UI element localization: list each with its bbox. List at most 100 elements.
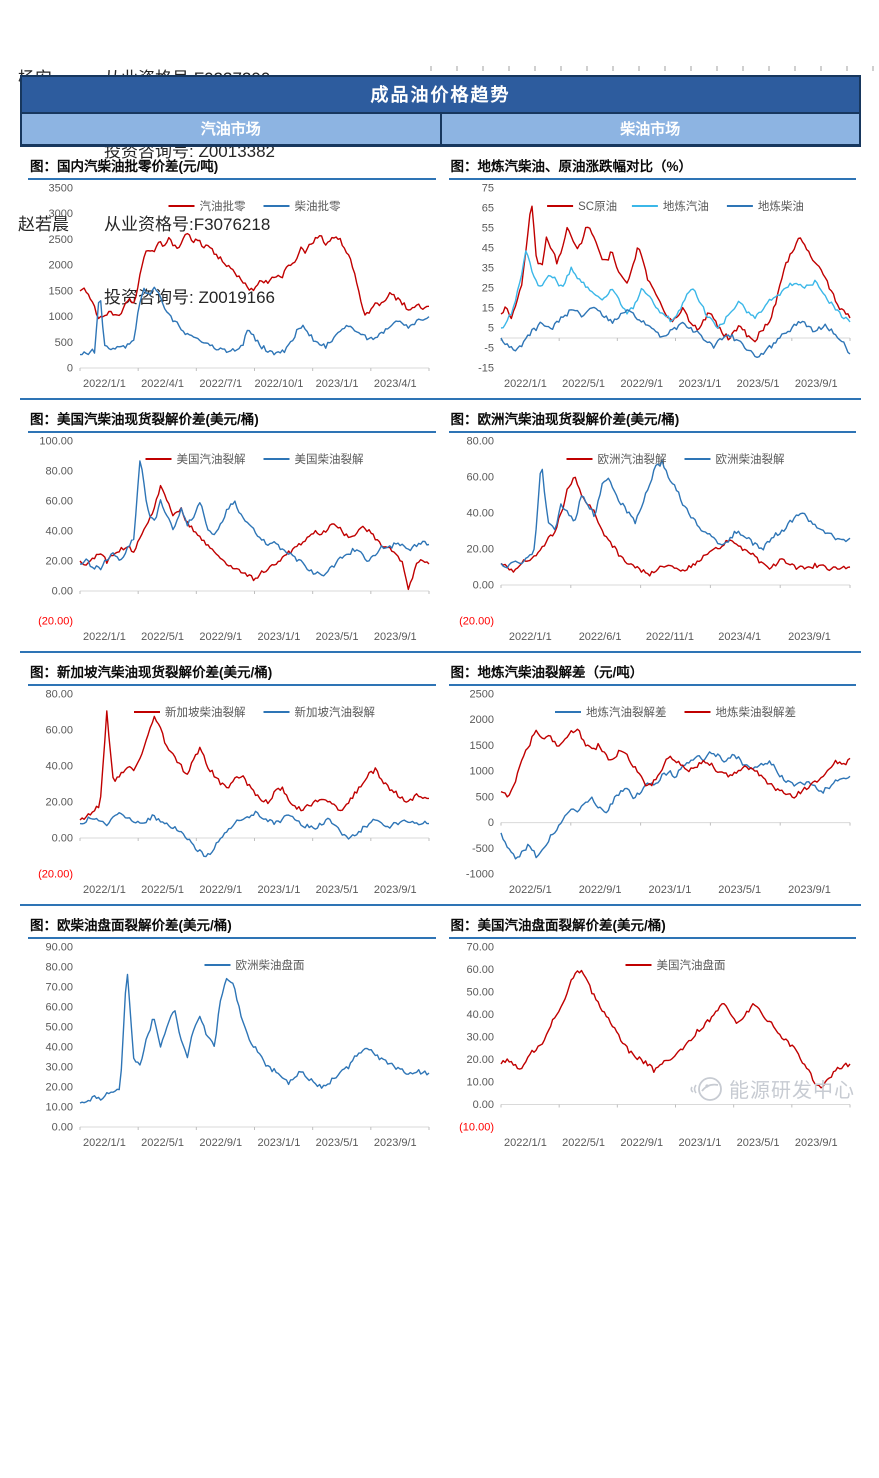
x-tick-label: 2022/1/1 — [83, 378, 126, 390]
legend-label: 新加坡柴油裂解 — [165, 705, 246, 719]
y-tick-label: 50.00 — [466, 987, 494, 999]
x-tick-label: 2022/5/1 — [141, 631, 184, 643]
x-tick-label: 2023/9/1 — [374, 884, 417, 896]
y-tick-label: 80.00 — [45, 466, 73, 478]
y-tick-label: 60.00 — [466, 964, 494, 976]
y-tick-label: 500 — [55, 337, 73, 349]
x-tick-label: 2023/1/1 — [316, 378, 359, 390]
legend-label: 欧洲柴油盘面 — [236, 958, 305, 972]
legend-label: 美国柴油裂解 — [295, 452, 364, 466]
series-line-地炼汽油裂解差 — [499, 751, 850, 860]
chart-refinery-crack-diff: 2500 2000 1500 1000 500 0 -500 -1000 2022/5/1 202… — [449, 688, 858, 900]
y-tick-label: 30.00 — [466, 1032, 494, 1044]
x-tick-label: 2022/4/1 — [141, 378, 184, 390]
y-tick-label: 30.00 — [45, 1062, 73, 1074]
y-tick-label: 60.00 — [45, 496, 73, 508]
chart-us-gasoline-futures: 70.00 60.00 50.00 40.00 30.00 20.00 10.00 0.00 (… — [449, 941, 858, 1153]
x-tick-label: 2022/11/1 — [645, 631, 693, 643]
x-tick-label: 2022/5/1 — [141, 1137, 184, 1149]
y-tick-label: 3000 — [49, 208, 73, 220]
x-tick-label: 2022/9/1 — [199, 1137, 242, 1149]
chart-cell-singapore-crack-spread: 图：新加坡汽柴油现货裂解价差(美元/桶) 80.00 60.00 40.00 20.0… — [20, 653, 441, 904]
y-tick-label: 45 — [481, 243, 493, 255]
chart-domestic-retail-spread: 3500 3000 2500 2000 1500 1000 500 0 2022/1/1 2022… — [28, 182, 437, 394]
series-line-地炼柴油裂解差 — [500, 728, 850, 799]
y-tick-label: 40.00 — [45, 526, 73, 538]
x-tick-label: 2022/5/1 — [562, 378, 605, 390]
y-tick-label: 1000 — [469, 766, 493, 778]
x-tick-label: 2023/5/1 — [736, 1137, 779, 1149]
x-tick-label: 2023/1/1 — [648, 884, 691, 896]
y-tick-label: 2000 — [49, 260, 73, 272]
y-tick-label: 3500 — [49, 183, 73, 195]
x-tick-label: 2023/4/1 — [718, 631, 761, 643]
chart-row-2: 图：美国汽柴油现货裂解价差(美元/桶) 100.00 80.00 60.00 40.0… — [20, 398, 861, 651]
x-tick-label: 2023/4/1 — [374, 378, 417, 390]
x-tick-label: 2023/5/1 — [316, 884, 359, 896]
chart-europe-diesel-futures: 90.00 80.00 70.00 60.00 50.00 40.00 30.00 20.00… — [28, 941, 437, 1153]
chart-cell-domestic-retail-spread: 图：国内汽柴油批零价差(元/吨) 3500 3000 2500 2000 1500 100… — [20, 147, 441, 398]
market-header-row: 汽油市场 柴油市场 — [20, 114, 861, 147]
y-tick-label: (20.00) — [38, 869, 73, 881]
series-line-欧洲柴油裂解 — [499, 459, 850, 569]
y-tick-label: (20.00) — [38, 616, 73, 628]
y-tick-label: 90.00 — [45, 942, 73, 954]
x-tick-label: 2023/5/1 — [718, 884, 761, 896]
chart-canvas: 3500 3000 2500 2000 1500 1000 500 0 2022/1/1 2022… — [49, 183, 430, 390]
y-tick-label: 10.00 — [466, 1077, 494, 1089]
x-tick-label: 2022/5/1 — [508, 884, 551, 896]
chart-canvas: 75 65 55 45 35 25 15 5 -5 -15 2022/1/1 2022/5/1 2022… — [478, 183, 851, 390]
series-line-美国柴油裂解 — [79, 460, 430, 577]
legend-label: 美国汽油裂解 — [177, 452, 246, 466]
y-tick-label: 1000 — [49, 311, 73, 323]
x-tick-label: 2022/10/1 — [254, 378, 303, 390]
y-tick-label: -500 — [471, 843, 493, 855]
chart-us-crack-spread: 100.00 80.00 60.00 40.00 20.00 0.00 (20.00) 202… — [28, 435, 437, 647]
legend-label: SC原油 — [578, 199, 617, 213]
legend-label: 地炼柴油裂解差 — [715, 705, 796, 719]
chart-title: 图：地炼汽柴油、原油涨跌幅对比（%） — [448, 155, 856, 180]
x-tick-label: 2023/1/1 — [258, 1137, 301, 1149]
analyst-row: 赵若晨 从业资格号:F3076218 — [18, 210, 879, 235]
y-tick-label: 20.00 — [466, 1054, 494, 1066]
y-tick-label: (20.00) — [459, 616, 494, 628]
y-tick-label: 25 — [481, 283, 493, 295]
series-line-SC原油 — [500, 205, 851, 343]
series-line-欧洲柴油盘面 — [79, 973, 430, 1104]
y-tick-label: 50.00 — [45, 1022, 73, 1034]
series-line-新加坡柴油裂解 — [79, 710, 429, 821]
y-tick-label: 2000 — [469, 714, 493, 726]
x-tick-label: 2022/1/1 — [504, 1137, 547, 1149]
x-tick-label: 2022/6/1 — [578, 631, 621, 643]
series-line-欧洲汽油裂解 — [500, 476, 850, 577]
x-tick-label: 2022/1/1 — [83, 631, 126, 643]
chart-title: 图：美国汽柴油现货裂解价差(美元/桶) — [28, 408, 436, 433]
y-tick-label: 20.00 — [45, 1082, 73, 1094]
x-tick-label: 2023/9/1 — [374, 631, 417, 643]
y-tick-label: 20.00 — [45, 797, 73, 809]
y-tick-label: 0.00 — [52, 833, 73, 845]
series-line-汽油批零 — [79, 232, 430, 320]
x-tick-label: 2022/9/1 — [199, 884, 242, 896]
x-tick-label: 2023/9/1 — [374, 1137, 417, 1149]
y-tick-label: 70.00 — [45, 982, 73, 994]
y-tick-label: -5 — [484, 343, 494, 355]
x-tick-label: 2022/5/1 — [141, 884, 184, 896]
chart-title: 图：美国汽油盘面裂解价差(美元/桶) — [448, 914, 856, 939]
chart-cell-us-gasoline-futures: 图：美国汽油盘面裂解价差(美元/桶) 70.00 60.00 50.00 40.00 3… — [441, 906, 862, 1157]
legend-label: 地炼汽油裂解差 — [586, 705, 667, 719]
chart-cell-us-crack-spread: 图：美国汽柴油现货裂解价差(美元/桶) 100.00 80.00 60.00 40.0… — [20, 400, 441, 651]
y-tick-label: 20.00 — [466, 544, 494, 556]
series-line-地炼汽油 — [500, 250, 851, 329]
chart-title: 图：国内汽柴油批零价差(元/吨) — [28, 155, 436, 180]
legend-label: 地炼汽油 — [662, 199, 708, 213]
x-tick-label: 2022/7/1 — [199, 378, 242, 390]
chart-cell-refinery-crude-change: 图：地炼汽柴油、原油涨跌幅对比（%） 75 65 55 45 35 25 15 5 -5 -15 2… — [441, 147, 862, 398]
y-tick-label: 60.00 — [45, 725, 73, 737]
y-tick-label: 500 — [475, 791, 493, 803]
legend-label: 地炼柴油 — [757, 199, 803, 213]
y-tick-label: 0 — [487, 817, 493, 829]
chart-canvas: 80.00 60.00 40.00 20.00 0.00 (20.00) 2022/1/1 2… — [38, 689, 430, 896]
chart-title: 图：地炼汽柴油裂解差（元/吨） — [448, 661, 856, 686]
x-tick-label: 2023/1/1 — [678, 1137, 721, 1149]
